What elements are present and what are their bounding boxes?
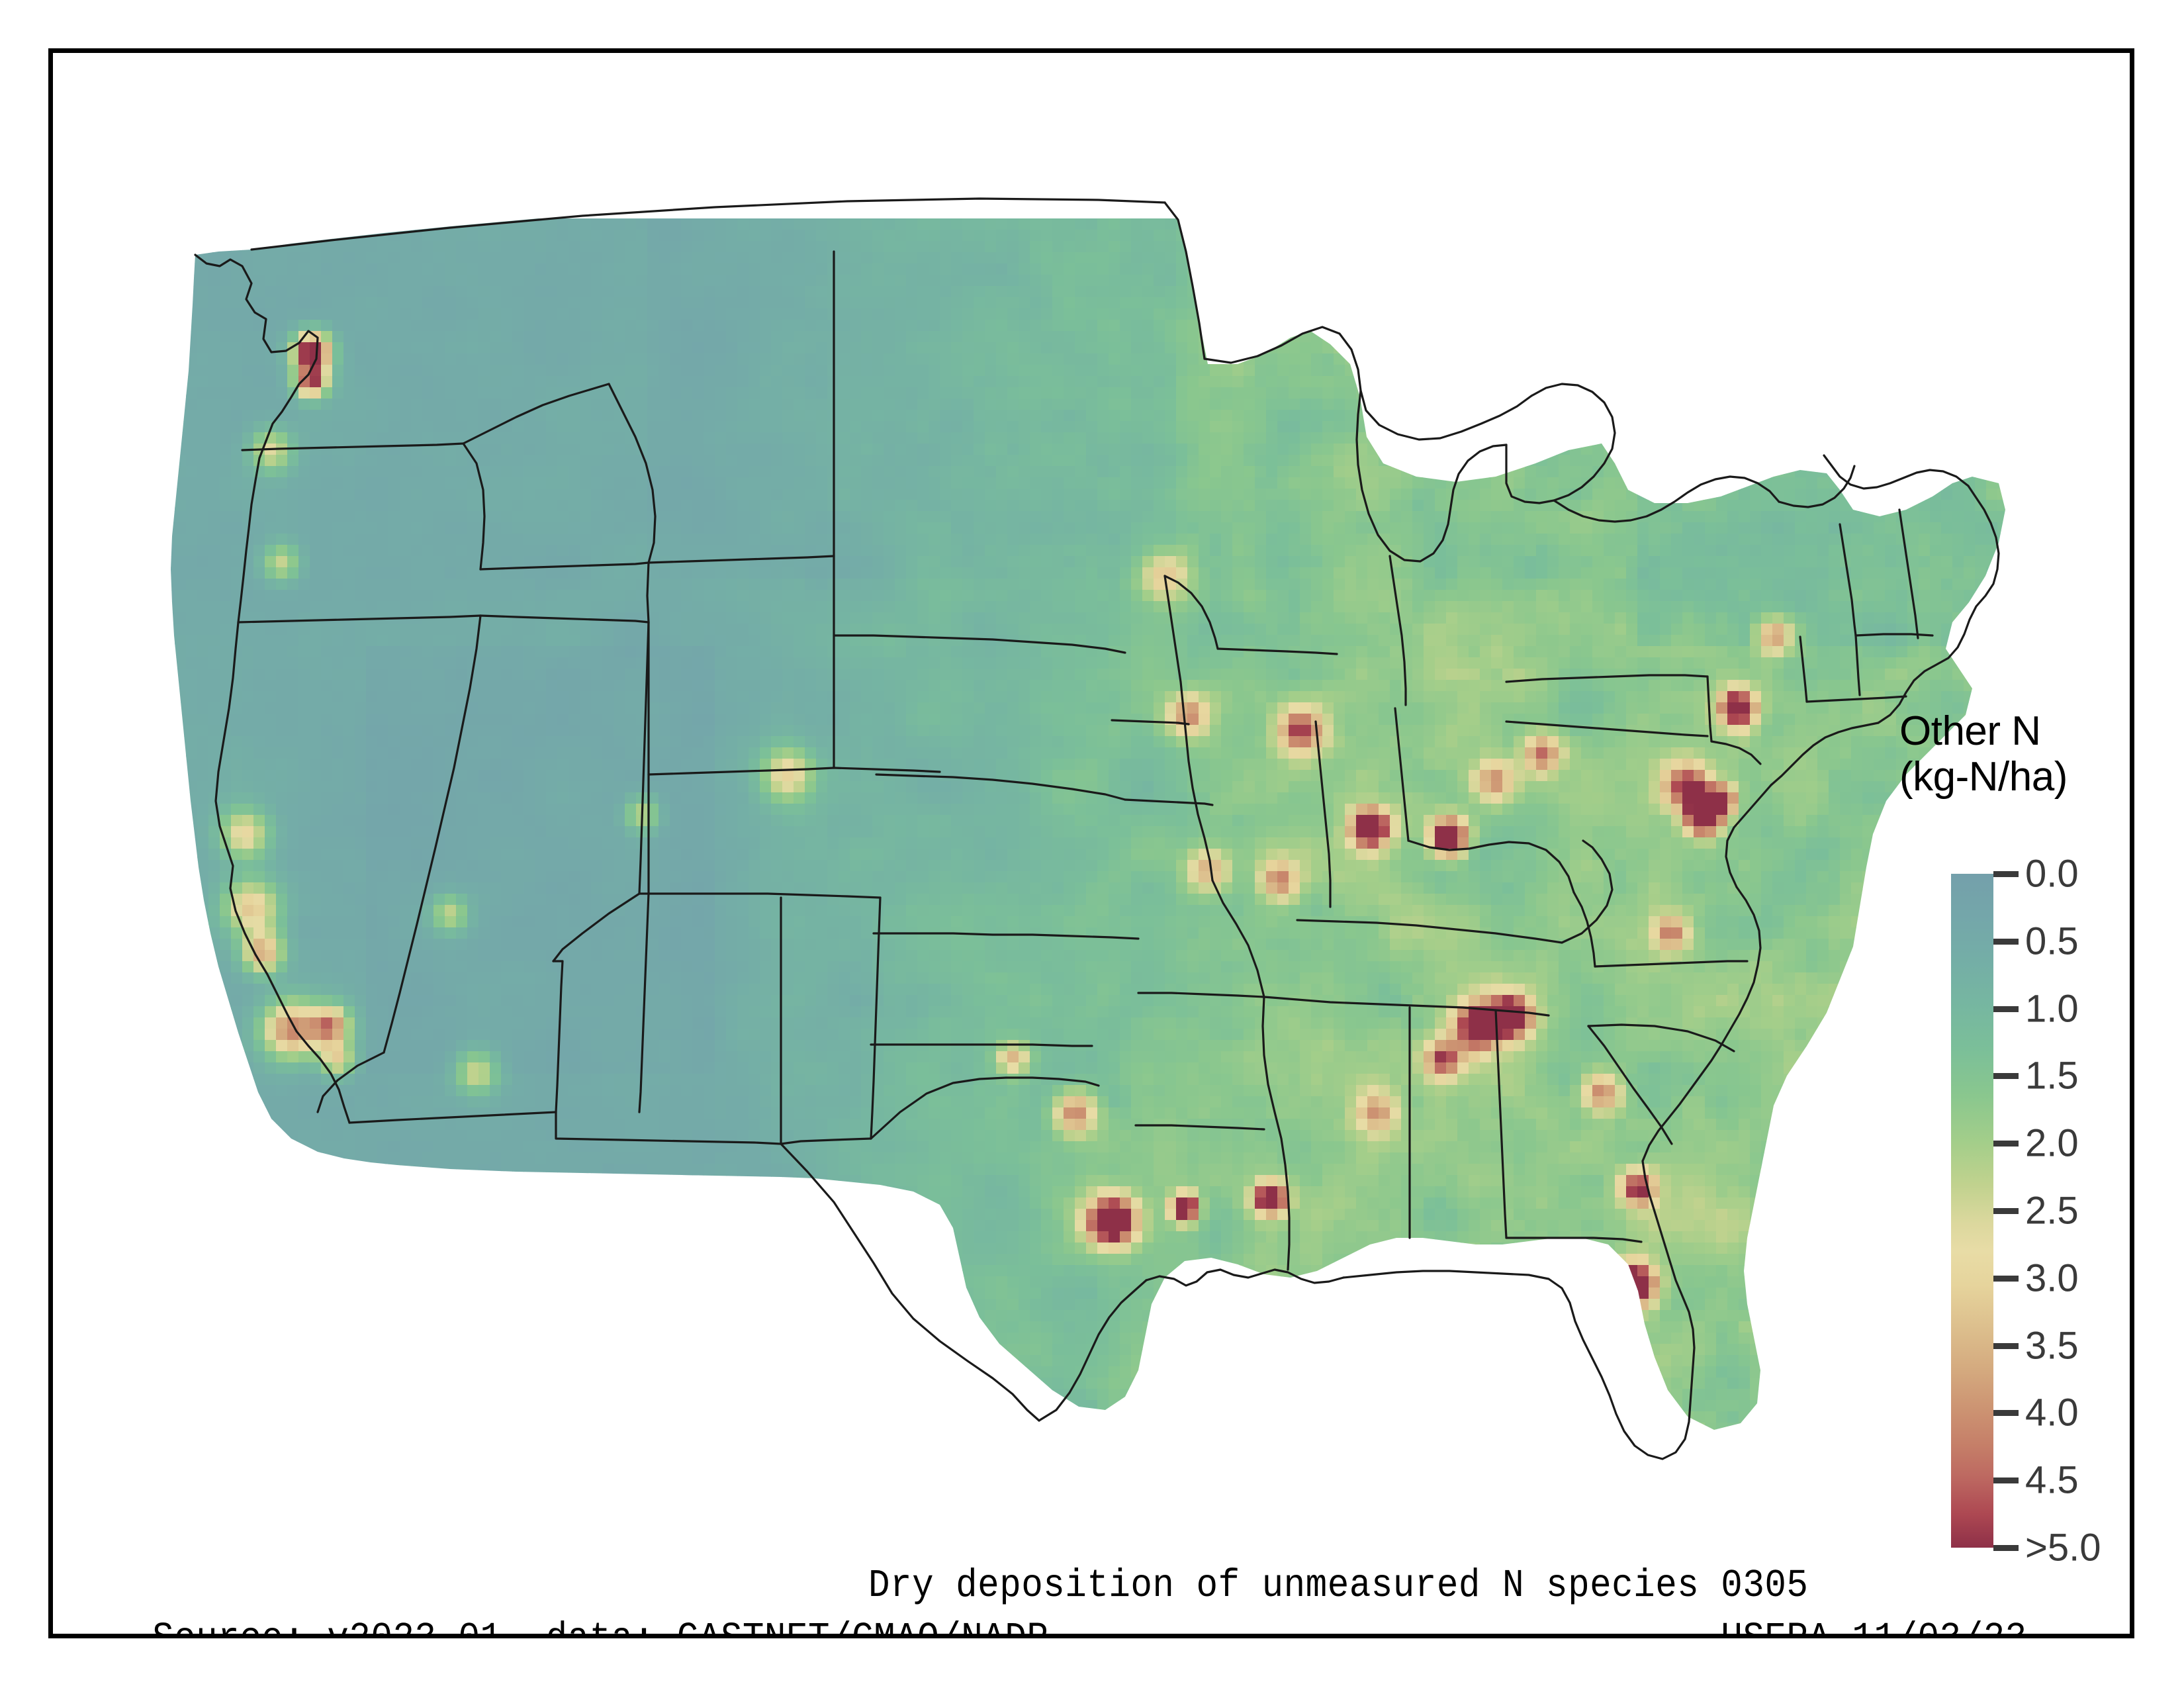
agency-date: USEPA 11/03/23 xyxy=(1721,1617,2027,1634)
deposition-map xyxy=(171,197,2005,1460)
colorbar-tick xyxy=(1993,1208,2019,1214)
colorbar-tick xyxy=(1993,938,2019,945)
colorbar-tick xyxy=(1993,1073,2019,1080)
colorbar-tick-label: 0.0 xyxy=(2025,852,2079,896)
colorbar-tick-label: 0.5 xyxy=(2025,919,2079,963)
colorbar-gradient xyxy=(1951,874,1993,1548)
colorbar-tick-label: 1.5 xyxy=(2025,1054,2079,1098)
colorbar-tick xyxy=(1993,1477,2019,1484)
colorbar-tick xyxy=(1993,871,2019,877)
colorbar-tick-label: 1.0 xyxy=(2025,987,2079,1031)
colorbar-tick-label: 2.0 xyxy=(2025,1121,2079,1165)
colorbar-tick-label: 3.5 xyxy=(2025,1324,2079,1368)
deposition-raster xyxy=(171,218,2005,1430)
colorbar-tick-label: 4.0 xyxy=(2025,1391,2079,1434)
colorbar-tick xyxy=(1993,1275,2019,1282)
colorbar: 0.0 0.5 1.0 1.5 2.0 2.5 3.0 3.5 4.0 4.5 >5.0 xyxy=(1951,853,2101,1570)
figure-frame: Other N (kg-N/ha) xyxy=(48,48,2134,1638)
figure-caption: Dry deposition of unmeasured N species 0… xyxy=(868,1564,1809,1608)
colorbar-tick xyxy=(1993,1006,2019,1012)
colorbar-tick-label: 3.0 xyxy=(2025,1256,2079,1300)
colorbar-tick-label: 4.5 xyxy=(2025,1458,2079,1502)
state-boundaries xyxy=(194,197,2000,1460)
colorbar-tick-label: 2.5 xyxy=(2025,1189,2079,1233)
colorbar-tick xyxy=(1993,1141,2019,1147)
colorbar-tick xyxy=(1993,1342,2019,1349)
map-canvas xyxy=(53,53,2130,1634)
source-note: Source: v2023.01, data: CASTNET/CMAQ/NAD… xyxy=(152,1617,1048,1634)
colorbar-tick-label: >5.0 xyxy=(2025,1526,2101,1570)
colorbar-tick xyxy=(1993,1410,2019,1417)
colorbar-tick xyxy=(1993,1545,2019,1551)
